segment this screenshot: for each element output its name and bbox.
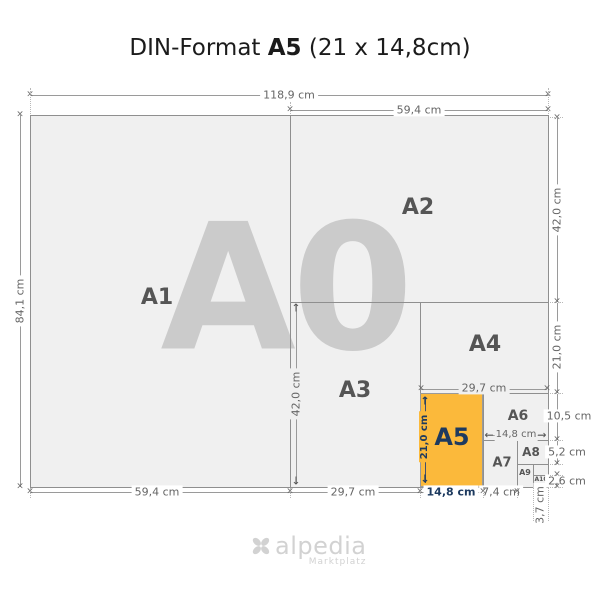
tick-icon: × — [417, 383, 425, 394]
dim-a5-height: 21,0 cm — [419, 411, 431, 463]
leader-line — [550, 487, 563, 488]
dim-a10-height: 2,6 cm — [545, 474, 589, 488]
tick-icon: × — [16, 481, 24, 492]
tick-icon: × — [553, 458, 561, 469]
tick-icon: × — [553, 434, 561, 445]
dim-a4-height: 21,0 cm — [550, 321, 564, 373]
divider-a7-a8 — [517, 440, 518, 487]
tick-icon: × — [553, 296, 561, 307]
dim-a6-width: 14,8 cm — [494, 429, 538, 441]
arrow-up-icon: ↑ — [291, 301, 301, 315]
dim-a0-height: 84,1 cm — [13, 275, 27, 327]
leader-line — [548, 88, 549, 114]
arrow-down-icon: ↓ — [291, 474, 301, 488]
logo-flower-icon — [252, 537, 270, 555]
leader-line — [30, 88, 31, 114]
logo: alpedia Marktplatz — [250, 532, 367, 567]
label-a3: A3 — [338, 378, 372, 403]
title-prefix: DIN-Format — [129, 35, 268, 61]
tick-icon: × — [553, 387, 561, 398]
tick-icon: × — [553, 469, 561, 480]
label-a2: A2 — [401, 195, 435, 220]
divider-a2-a3 — [290, 302, 548, 303]
leader-line — [533, 488, 534, 521]
dim-a8-height: 5,2 cm — [545, 445, 589, 459]
tick-icon: × — [16, 109, 24, 120]
leader-line — [550, 464, 563, 465]
label-a7: A7 — [492, 455, 512, 471]
leader-line — [290, 102, 291, 114]
logo-name: alpedia — [275, 532, 367, 560]
leader-line — [483, 488, 484, 498]
dim-a1-width: 59,4 cm — [131, 485, 183, 499]
label-a6: A6 — [507, 408, 529, 424]
leader-line — [550, 475, 563, 476]
dim-a7-width: 7,4 cm — [479, 485, 523, 499]
label-a4: A4 — [468, 332, 502, 357]
dim-a2-height: 42,0 cm — [550, 184, 564, 236]
logo-tagline: Marktplatz — [308, 557, 367, 567]
leader-line — [548, 488, 549, 521]
leader-line — [30, 488, 31, 498]
page-title: DIN-Format A5 (21 x 14,8cm) — [129, 35, 470, 61]
leader-line — [420, 488, 421, 498]
divider-a10-top — [533, 475, 548, 476]
dim-a9-width: 3,7 cm — [533, 483, 547, 527]
dimline-bottom — [30, 492, 517, 493]
dim-a2-width: 59,4 cm — [393, 103, 445, 117]
label-a8: A8 — [522, 445, 540, 459]
watermark-a0: A0 — [160, 187, 413, 391]
tick-icon: × — [553, 481, 561, 492]
title-size: (21 x 14,8cm) — [301, 35, 471, 61]
dim-a5-width: 14,8 cm — [423, 485, 479, 499]
leader-line — [550, 393, 563, 394]
tick-icon: × — [553, 112, 561, 123]
arrow-down-icon: ↓ — [420, 472, 430, 486]
label-a5: A5 — [434, 423, 470, 451]
arrow-left-icon: ← — [484, 428, 494, 442]
leader-line — [290, 488, 291, 498]
divider-a8-a9 — [517, 464, 548, 465]
label-a9: A9 — [519, 468, 531, 477]
leader-line — [550, 440, 563, 441]
divider-a1-a2 — [290, 115, 291, 487]
label-a1: A1 — [140, 285, 174, 310]
tick-icon: × — [543, 383, 551, 394]
arrow-up-icon: ↑ — [420, 394, 430, 408]
dim-a3-height: 42,0 cm — [289, 368, 303, 420]
title-format: A5 — [267, 35, 302, 61]
dim-a4-width: 29,7 cm — [458, 381, 510, 395]
dim-a6-height: 10,5 cm — [543, 409, 595, 423]
leader-line — [517, 488, 518, 498]
leader-line — [550, 302, 563, 303]
leader-line — [550, 117, 563, 118]
arrow-right-icon: → — [537, 428, 547, 442]
label-a10: A10 — [534, 476, 548, 483]
dim-a3-width: 29,7 cm — [327, 485, 379, 499]
dim-a0-width: 118,9 cm — [260, 88, 318, 102]
